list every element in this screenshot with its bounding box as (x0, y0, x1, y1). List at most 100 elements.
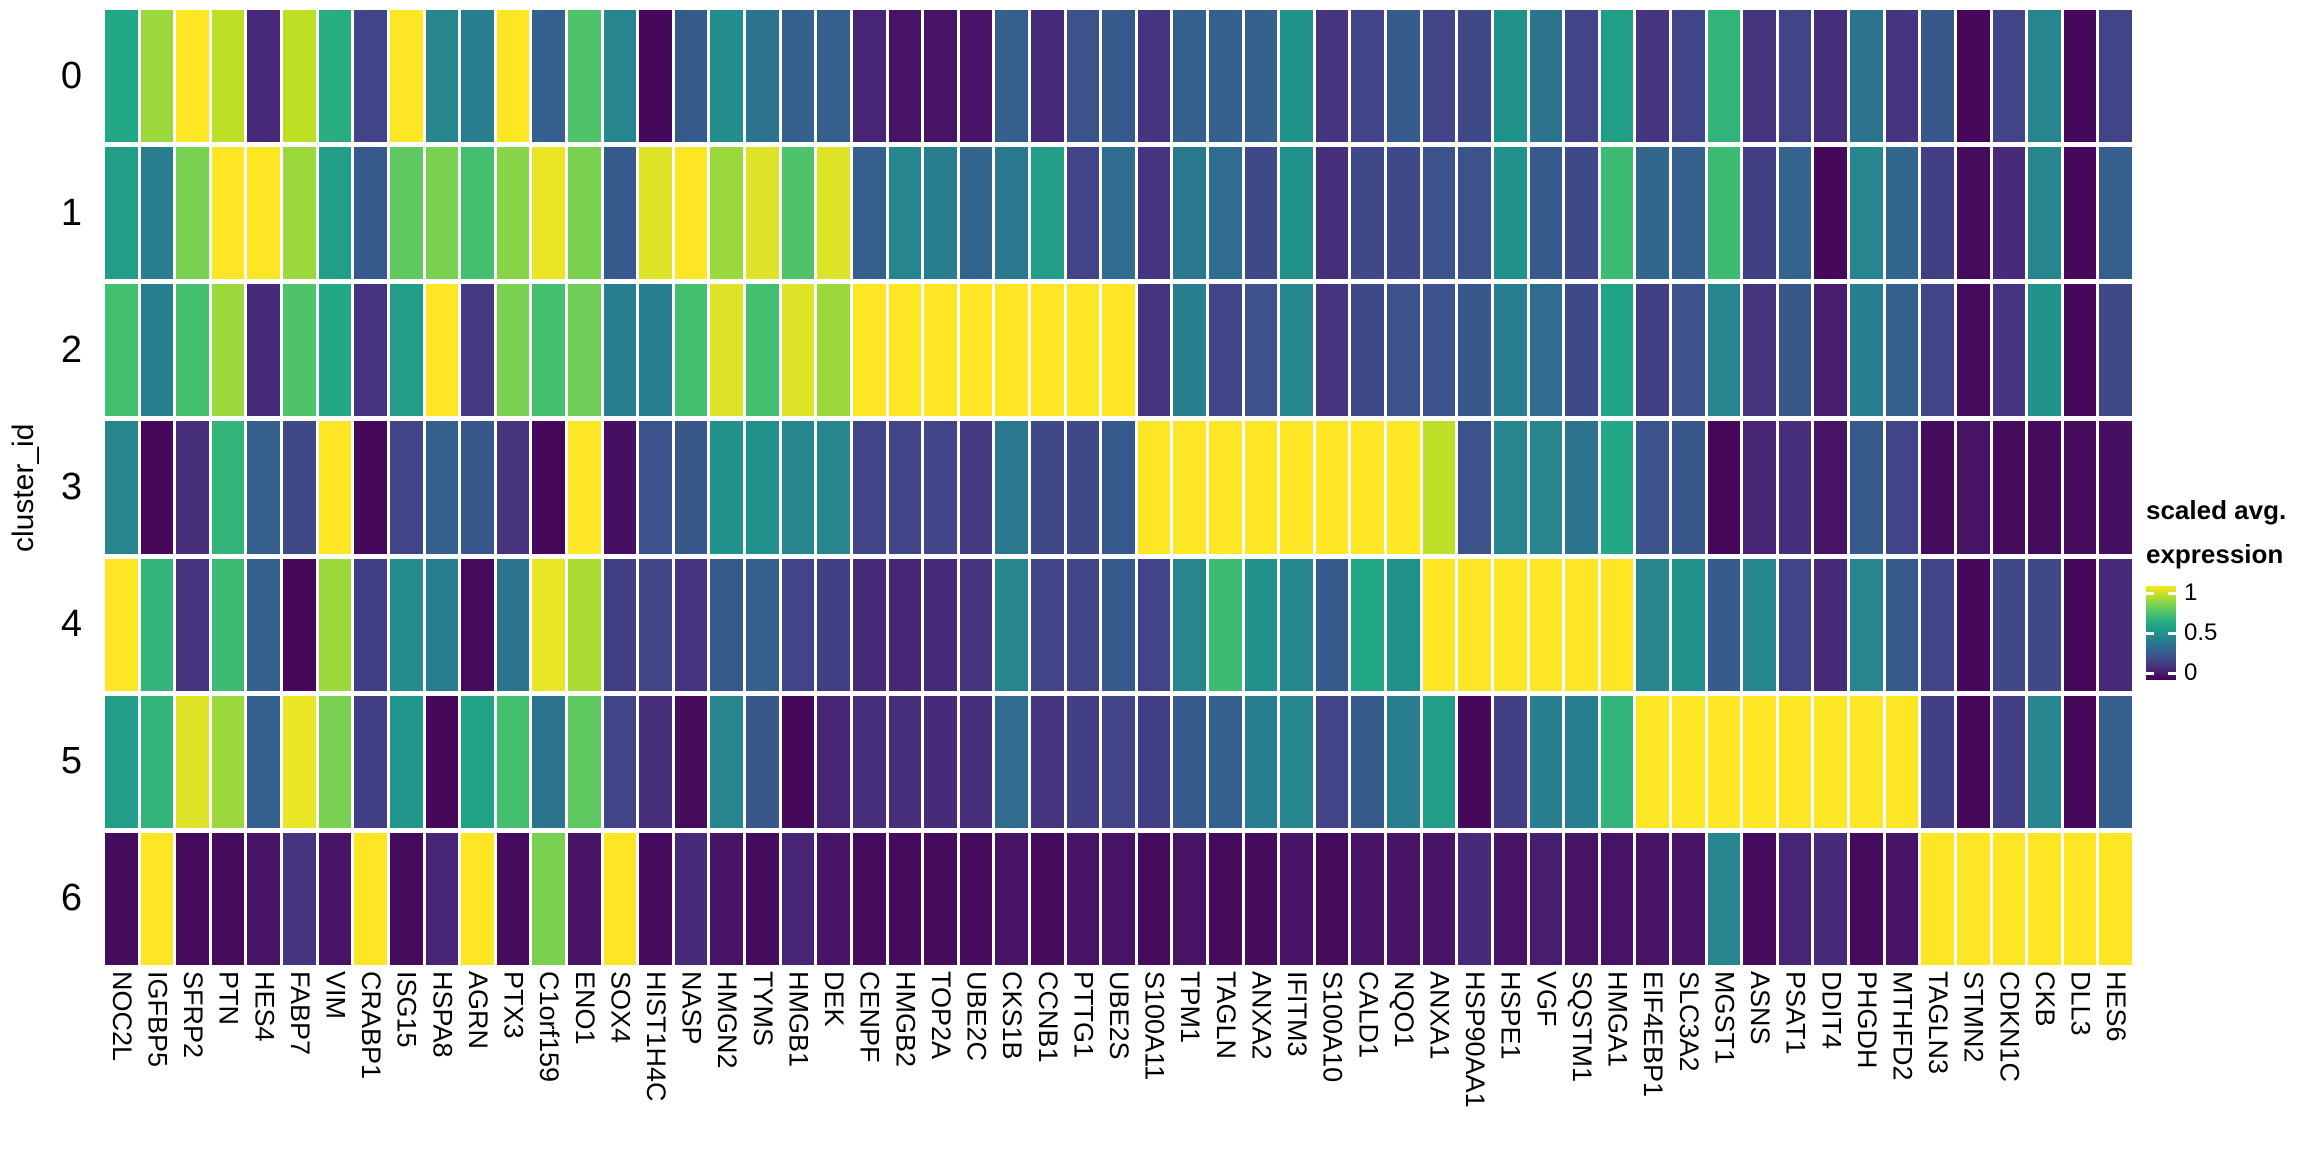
heatmap-cell (781, 558, 815, 691)
heatmap-cell (425, 558, 459, 691)
gene-label: CCNB1 (1032, 971, 1063, 1063)
heatmap-cell (1244, 695, 1278, 828)
heatmap-cell (1636, 695, 1670, 828)
heatmap-cell (1030, 284, 1064, 417)
heatmap-cell (959, 147, 993, 280)
heatmap-cell (639, 284, 672, 417)
heatmap-cell (1422, 421, 1456, 554)
heatmap-cell (817, 832, 850, 965)
heatmap-cell (211, 10, 245, 143)
heatmap-cell (1244, 421, 1278, 554)
gene-label: MGST1 (1709, 971, 1740, 1065)
heatmap-cell (1173, 832, 1207, 965)
heatmap-cell (1992, 832, 2026, 965)
heatmap-cell (995, 695, 1028, 828)
heatmap-cell (1707, 284, 1741, 417)
heatmap-cell (1244, 558, 1278, 691)
heatmap-cell (496, 10, 530, 143)
heatmap-cell (1707, 10, 1741, 143)
cluster-row-labels: 0 1 2 3 4 5 6 (28, 10, 86, 965)
heatmap-cell (211, 421, 245, 554)
heatmap-cell (1351, 558, 1385, 691)
heatmap-cell (995, 147, 1028, 280)
heatmap-cell (1636, 147, 1670, 280)
heatmap-cell (781, 832, 815, 965)
heatmap-cell (746, 558, 779, 691)
heatmap-cell (924, 695, 957, 828)
heatmap-cell (567, 147, 601, 280)
gene-labels: NOC2L IGFBP5 SFRP2 PTN HES4 FABP7 VIM CRABP1 ISG… (105, 971, 2132, 1149)
heatmap-cell (888, 10, 922, 143)
heatmap-cell (710, 695, 744, 828)
cluster-row-label: 2 (60, 328, 82, 371)
heatmap-cell (461, 558, 494, 691)
gene-label: PSAT1 (1780, 971, 1811, 1055)
heatmap-cell (1600, 558, 1634, 691)
heatmap-cell (639, 421, 672, 554)
heatmap-cell (1565, 558, 1598, 691)
heatmap-cell (1066, 832, 1100, 965)
heatmap-cell (354, 832, 387, 965)
heatmap-grid (105, 10, 2132, 965)
heatmap-cell (461, 421, 494, 554)
heatmap-cell (1600, 695, 1634, 828)
heatmap-cell (995, 10, 1028, 143)
heatmap-cell (1600, 147, 1634, 280)
gene-label: UBE2S (1103, 971, 1134, 1060)
heatmap-cell (1600, 284, 1634, 417)
heatmap-cell (1921, 558, 1954, 691)
heatmap-cell (1244, 10, 1278, 143)
heatmap-cell (354, 147, 387, 280)
heatmap-cell (1885, 558, 1919, 691)
gene-label: PTTG1 (1068, 971, 1099, 1059)
heatmap-cell (1707, 558, 1741, 691)
heatmap-cell (2028, 10, 2061, 143)
legend-tickmark (2146, 632, 2154, 635)
heatmap-cell (603, 832, 637, 965)
heatmap-cell (211, 832, 245, 965)
heatmap-cell (105, 10, 138, 143)
gene-label: DDIT4 (1816, 971, 1847, 1050)
heatmap-cell (817, 147, 850, 280)
cluster-row-label: 4 (60, 603, 82, 646)
heatmap-cell (1493, 10, 1527, 143)
heatmap-cell (1743, 10, 1776, 143)
heatmap-cell (1209, 421, 1242, 554)
heatmap-cell (1529, 421, 1563, 554)
heatmap-cell (1707, 695, 1741, 828)
gene-label: PHGDH (1851, 971, 1882, 1069)
heatmap-cell (1850, 421, 1883, 554)
heatmap-cell (567, 10, 601, 143)
heatmap-cell (211, 695, 245, 828)
heatmap-cell (105, 695, 138, 828)
heatmap-cell (746, 695, 779, 828)
heatmap-cell (532, 284, 565, 417)
heatmap-cell (1921, 284, 1954, 417)
heatmap-cell (924, 421, 957, 554)
heatmap-cell (746, 147, 779, 280)
heatmap-cell (1458, 832, 1491, 965)
heatmap-cell (1030, 695, 1064, 828)
heatmap-cell (1850, 832, 1883, 965)
heatmap-cell (1280, 284, 1313, 417)
legend-tick-label: 0.5 (2184, 619, 2218, 646)
heatmap-cell (1422, 284, 1456, 417)
gene-label: DEK (819, 971, 850, 1027)
heatmap-cell (817, 10, 850, 143)
heatmap-cell (924, 558, 957, 691)
heatmap-cell (1600, 10, 1634, 143)
heatmap-cell (1387, 284, 1420, 417)
heatmap-cell (532, 832, 565, 965)
legend-tick-label: 0 (2184, 659, 2198, 686)
heatmap-cell (959, 284, 993, 417)
heatmap-cell (852, 10, 886, 143)
heatmap-cell (817, 421, 850, 554)
gene-label: ANXA1 (1424, 971, 1455, 1060)
heatmap-cell (1458, 147, 1491, 280)
gene-label: ENO1 (569, 971, 600, 1045)
heatmap-cell (639, 10, 672, 143)
legend-tickmark (2168, 632, 2176, 635)
heatmap-cell (710, 284, 744, 417)
heatmap-cell (1030, 421, 1064, 554)
heatmap-cell (1066, 421, 1100, 554)
